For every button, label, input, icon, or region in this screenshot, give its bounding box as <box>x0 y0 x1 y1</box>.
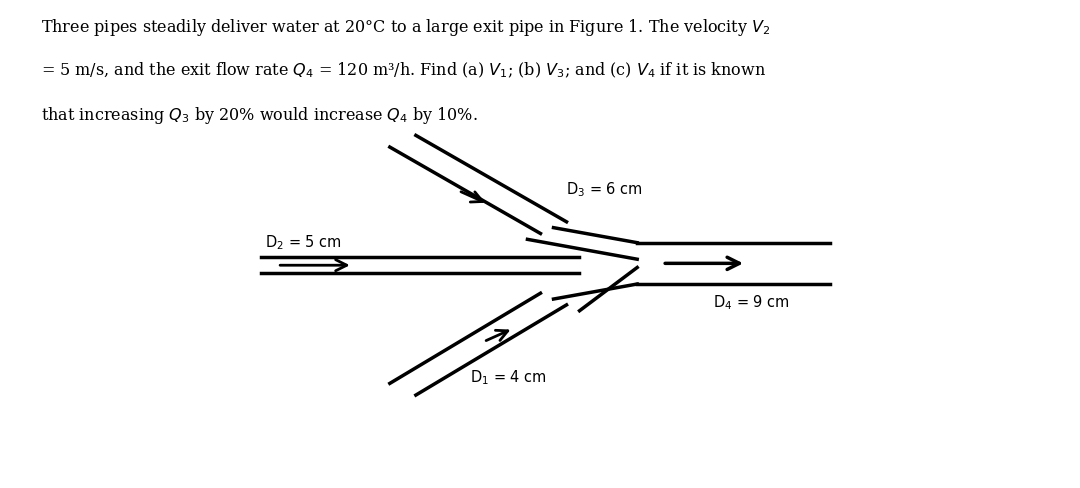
Text: Three pipes steadily deliver water at 20°C to a large exit pipe in Figure 1. The: Three pipes steadily deliver water at 20… <box>41 17 770 38</box>
Text: D$_1$ = 4 cm: D$_1$ = 4 cm <box>470 368 546 387</box>
Text: D$_3$ = 6 cm: D$_3$ = 6 cm <box>566 181 643 200</box>
Text: = 5 m/s, and the exit flow rate $Q_4$ = 120 m³/h. Find (a) $V_1$; (b) $V_3$; and: = 5 m/s, and the exit flow rate $Q_4$ = … <box>41 61 767 81</box>
Text: D$_2$ = 5 cm: D$_2$ = 5 cm <box>265 233 341 252</box>
Text: that increasing $Q_3$ by 20% would increase $Q_4$ by 10%.: that increasing $Q_3$ by 20% would incre… <box>41 105 477 126</box>
Text: D$_4$ = 9 cm: D$_4$ = 9 cm <box>713 293 789 312</box>
